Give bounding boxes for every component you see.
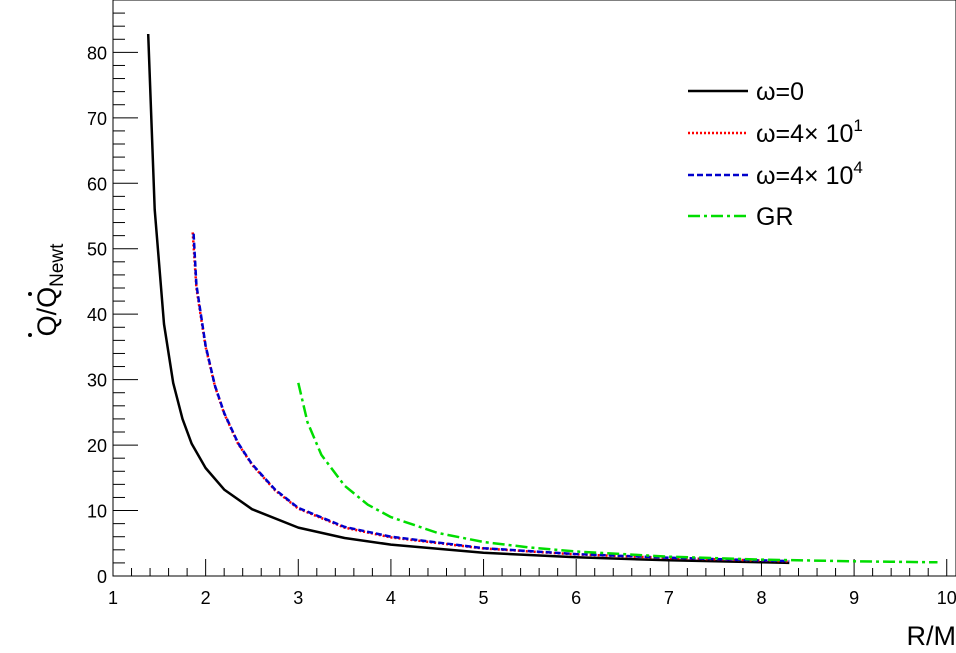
y-tick-label: 40 (87, 305, 107, 325)
x-tick-label: 4 (386, 588, 396, 608)
x-axis-title: R/M (907, 621, 956, 651)
legend-label-4: GR (756, 203, 794, 231)
legend-label-superscript: 1 (853, 116, 862, 135)
x-tick-label: 2 (201, 588, 211, 608)
legend-label-text: GR (756, 203, 794, 231)
y-tick-label: 70 (87, 109, 107, 129)
x-tick-label: 5 (479, 588, 489, 608)
y-axis-title-dot (28, 292, 32, 296)
legend-label-3: ω=4× 104 (756, 158, 863, 190)
series-line-2 (191, 232, 790, 563)
svg-text:Q/QNewt: Q/QNewt (32, 243, 68, 337)
x-tick-label: 7 (664, 588, 674, 608)
x-tick-label: 10 (937, 588, 956, 608)
y-tick-label: 20 (87, 436, 107, 456)
y-axis-title-main: Q/Q (32, 287, 62, 337)
y-tick-label: 60 (87, 174, 107, 194)
y-tick-label: 30 (87, 371, 107, 391)
series-line-4 (297, 382, 938, 564)
legend-label-1: ω=0 (756, 78, 804, 106)
x-tick-label: 1 (108, 588, 118, 608)
series-layer (146, 33, 938, 565)
y-axis-title: Q/QNewt (28, 243, 68, 337)
y-tick-label: 80 (87, 43, 107, 63)
axis-ticks: 1 2 3 4 5 6 7 8 9 10 0 10 20 30 40 50 60 70 80 (87, 0, 956, 608)
legend-label-superscript: 4 (853, 158, 862, 177)
y-tick-label: 0 (97, 567, 107, 587)
x-tick-label: 8 (756, 588, 766, 608)
series-line-3 (192, 233, 790, 563)
x-tick-label: 6 (571, 588, 581, 608)
legend-label-text: ω=0 (756, 78, 804, 106)
legend-label-text: ω=4× 10 (756, 120, 853, 148)
plot-frame (112, 0, 956, 577)
series-line-1 (146, 33, 790, 565)
y-axis-title-subscript: Newt (47, 243, 68, 287)
x-tick-label: 3 (293, 588, 303, 608)
y-tick-label: 50 (87, 240, 107, 260)
x-tick-label: 9 (849, 588, 859, 608)
y-axis-title-dot (28, 333, 32, 337)
y-tick-label: 10 (87, 502, 107, 522)
legend-label-2: ω=4× 101 (756, 116, 863, 148)
legend-label-text: ω=4× 10 (756, 162, 853, 190)
